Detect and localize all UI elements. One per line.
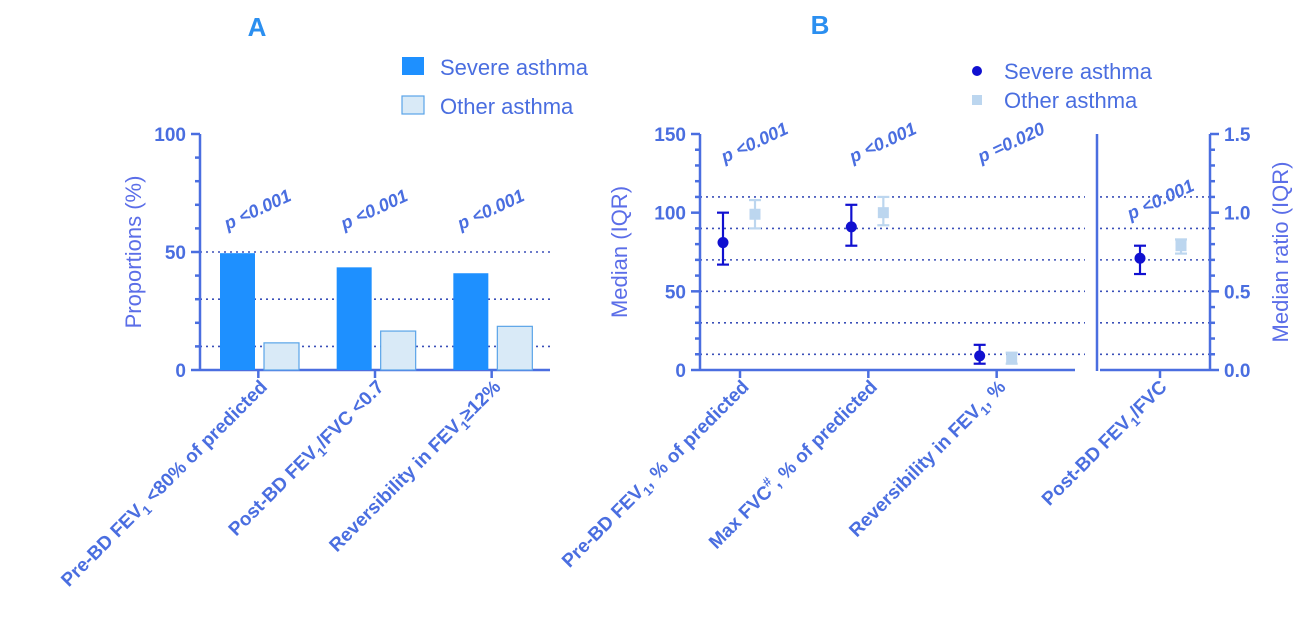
panel-letter-a: A — [248, 12, 267, 42]
panel-b-p-value: p <0.001 — [717, 118, 791, 167]
panel-b-right-plot: 0.0 0.5 1.0 1.5 p <0.001 Post-BD FEV1/FVC — [1038, 125, 1251, 512]
panel-a-p-value: p <0.001 — [220, 185, 294, 234]
legend-a: Severe asthma Other asthma — [401, 55, 589, 119]
panel-b-severe-median — [974, 350, 986, 362]
panel-b-other-median — [877, 207, 889, 219]
panel-a-bar-severe — [453, 273, 489, 370]
panel-a-y-axis-title: Proportions (%) — [121, 176, 146, 329]
panel-b-right-y-tick-label: 1.0 — [1224, 204, 1250, 225]
panel-b-right-y-axis-title: Median ratio (IQR) — [1268, 162, 1293, 343]
legend-a-other-label: Other asthma — [440, 94, 574, 119]
panel-b-y-axis-title: Median (IQR) — [607, 186, 632, 318]
panel-a-p-value: p <0.001 — [453, 185, 527, 234]
panel-b-y-tick-label: 100 — [654, 204, 686, 225]
legend-b-severe-marker — [972, 66, 982, 76]
panel-a-y-tick-label: 0 — [175, 361, 186, 382]
panel-b-right-p-value: p <0.001 — [1123, 175, 1197, 224]
panel-b-y-tick-label: 0 — [675, 361, 686, 382]
panel-a-bar-severe — [220, 253, 255, 370]
panel-letter-b: B — [811, 10, 830, 40]
legend-a-other-swatch — [401, 95, 425, 115]
panel-b-p-value: p =0.020 — [974, 118, 1048, 167]
panel-b-p-value: p <0.001 — [845, 118, 919, 167]
legend-a-severe-label: Severe asthma — [440, 55, 589, 80]
panel-a-bar-severe — [336, 267, 372, 370]
panel-b-right-category-label: Post-BD FEV1/FVC — [1038, 376, 1174, 512]
panel-b-right-other-median — [1175, 240, 1187, 252]
panel-a-bar-other — [380, 330, 417, 371]
legend-b-severe-label: Severe asthma — [1004, 59, 1153, 84]
panel-b-other-median — [1006, 353, 1018, 365]
panel-b-right-y-tick-label: 1.5 — [1224, 125, 1251, 146]
panel-b-right-y-tick-label: 0.5 — [1224, 282, 1251, 303]
panel-a-bar-other — [496, 325, 533, 371]
panel-a-bar-other — [263, 342, 300, 371]
panel-a-y-tick-label: 100 — [154, 125, 186, 146]
panel-b-other-median — [749, 208, 761, 220]
panel-b-y-tick-label: 150 — [654, 125, 686, 146]
panel-a-category-label: Pre-BD FEV1 <80% of predicted — [57, 377, 274, 594]
panel-b-y-tick-label: 50 — [665, 282, 686, 303]
panel-b-right-severe-median — [1134, 252, 1146, 264]
panel-b-severe-median — [717, 237, 729, 249]
legend-a-severe-swatch — [402, 57, 424, 75]
panel-b-severe-median — [845, 221, 857, 233]
legend-b: Severe asthma Other asthma — [972, 59, 1153, 113]
legend-b-other-label: Other asthma — [1004, 88, 1138, 113]
panel-a-p-value: p <0.001 — [337, 185, 411, 234]
panel-b-right-y-tick-label: 0.0 — [1224, 361, 1250, 382]
panel-a-y-tick-label: 50 — [165, 243, 186, 264]
legend-b-other-marker — [972, 95, 982, 105]
